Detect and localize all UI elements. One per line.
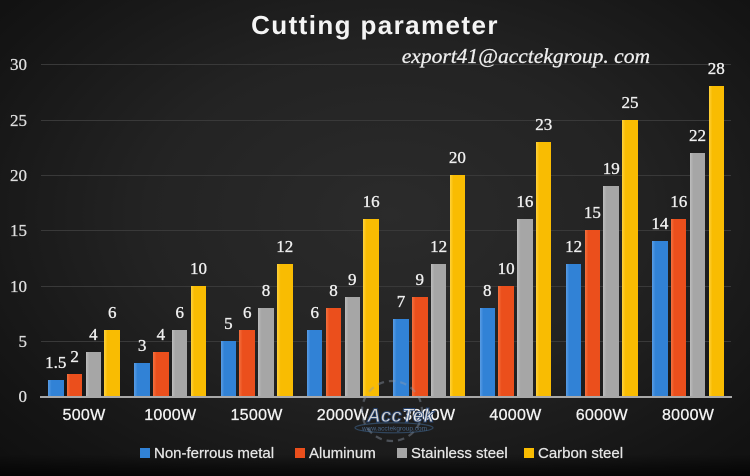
svg-text:AccTek: AccTek: [366, 406, 435, 427]
svg-text:www.acctekgroup.com: www.acctekgroup.com: [361, 426, 427, 433]
